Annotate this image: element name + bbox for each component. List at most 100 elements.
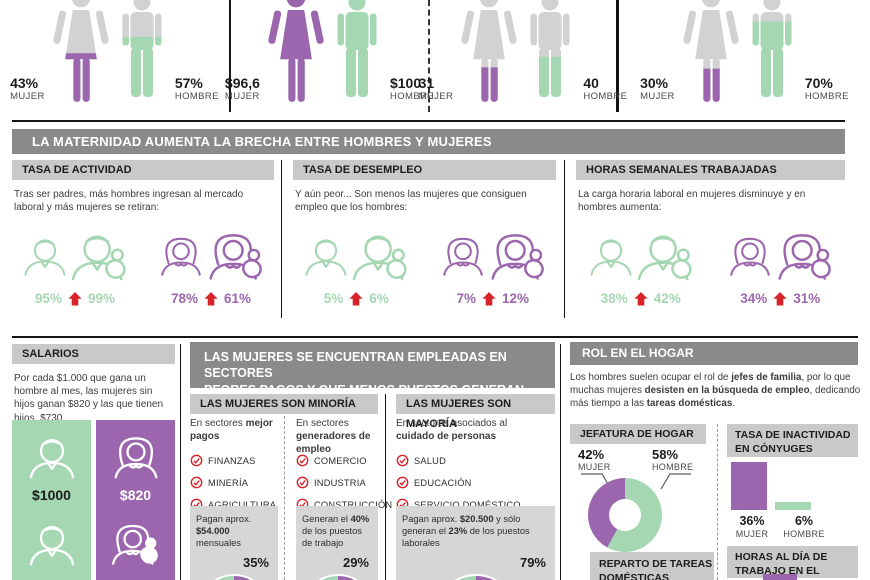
value-after: 42%: [653, 291, 681, 306]
man-icon: [24, 239, 66, 276]
value-before: 95%: [34, 291, 62, 306]
bar-value: 6%: [794, 514, 814, 528]
sector-label: FINANZAS: [208, 455, 256, 466]
stat-value: 70%: [804, 74, 833, 91]
male-figure-icon: [332, 0, 382, 104]
stat-value: $100: [389, 74, 422, 91]
maternity-col-desempleo: TASA DE DESEMPLEO Y aún peor... Son meno…: [293, 160, 556, 306]
note-span: Pagan aprox.: [402, 514, 460, 524]
salary-card-male: $1000: [12, 420, 91, 580]
desc-span: Los hombres suelen ocupar el rol de: [570, 372, 732, 383]
value-after: 6%: [369, 291, 389, 306]
list-item: COMERCIO: [296, 454, 392, 467]
stat-value: 40: [583, 74, 599, 91]
woman-with-baby-icon: [206, 229, 266, 283]
female-figure-icon: [52, 0, 109, 104]
column-divider: [385, 394, 386, 580]
woman-icon: [161, 237, 201, 276]
note-bold: $54.000: [196, 526, 230, 537]
inactividad-bar-chart: [727, 462, 858, 510]
list-item: SALUD: [396, 454, 521, 467]
bar-value: 36%: [739, 514, 765, 528]
male-figure-icon: [747, 0, 797, 104]
woman-icon: [730, 237, 771, 276]
stat-label: MUJER: [224, 91, 260, 102]
value-before: 78%: [170, 291, 198, 306]
horas-line1: HORAS AL DÍA DE: [735, 551, 828, 563]
pie-percent-label: 35%: [242, 555, 269, 571]
inactividad-line1: TASA DE INACTIVIDAD: [735, 429, 851, 441]
sector-label: SALUD: [414, 455, 447, 466]
check-circle-icon: [296, 454, 309, 467]
donut-label-mujer: 42% MUJER: [578, 447, 611, 472]
column-divider: [180, 344, 181, 580]
sector-label: SERVICIO DOMÉSTICO: [414, 499, 521, 510]
note-bold: 40%: [350, 514, 370, 524]
male-stat-group: 95% 99%: [12, 223, 138, 306]
up-arrow-icon: [634, 291, 648, 305]
sector-label: MINERÍA: [208, 477, 249, 488]
salary-value: $820: [119, 487, 152, 503]
value-before: 7%: [456, 291, 476, 306]
desc-bold: desisten en la búsqueda de empleo: [644, 384, 810, 396]
intro-bold: cuidado de personas: [396, 431, 497, 442]
value-before: 5%: [323, 291, 344, 306]
horas-header: HORAS AL DÍA DE TRABAJO EN EL HOGAR: [727, 546, 858, 580]
stat-value: 30%: [640, 74, 669, 91]
column-divider-dotted: [284, 416, 285, 580]
list-item: CONSTRUCCIÓN: [296, 498, 392, 511]
check-circle-icon: [296, 476, 309, 489]
note-span: Pagan aprox.: [196, 514, 252, 524]
note-bold: $20.500: [459, 514, 494, 524]
value-after: 99%: [88, 291, 116, 306]
list-item: MINERÍA: [190, 476, 276, 489]
value-after: 31%: [793, 291, 821, 306]
col-header: HORAS SEMANALES TRABAJADAS: [576, 160, 845, 180]
minoria-header: LAS MUJERES SON MINORÍA: [190, 394, 378, 414]
col-description: Y aún peor... Son menos las mujeres que …: [295, 189, 527, 213]
stat-value: 31: [418, 74, 435, 91]
bar-mujer: [731, 462, 767, 510]
top-panel: $96,6 MUJER $100 HOMBRE: [225, 0, 434, 112]
list-item: INDUSTRIA: [296, 476, 392, 489]
male-stat: 40 HOMBRE: [583, 75, 627, 104]
list-item: EDUCACIÓN: [396, 476, 521, 489]
value-before: 38%: [600, 291, 628, 306]
salary-value: $1000: [32, 487, 71, 503]
male-figure-icon: [525, 0, 575, 104]
maternity-col-actividad: TASA DE ACTIVIDAD Tras ser padres, más h…: [12, 160, 274, 306]
female-figure-icon: [267, 0, 324, 104]
column-divider: [560, 344, 561, 580]
jefatura-donut-chart: [588, 478, 662, 552]
intro-text: En sectores: [190, 418, 246, 429]
note-text: Pagan aprox. $54.000 mensuales: [196, 513, 272, 549]
intro-bold: generadores de empleo: [296, 431, 371, 455]
stat-value: 43%: [10, 74, 39, 91]
check-circle-icon: [396, 454, 409, 467]
column-divider: [564, 160, 565, 318]
pie-chart: [302, 574, 374, 580]
donut-sublabel: HOMBRE: [652, 462, 694, 473]
check-circle-icon: [190, 476, 203, 489]
sector-intro: En sectores asociados al cuidado de pers…: [396, 417, 546, 443]
intro-bold: mejor pagos: [190, 418, 273, 442]
stat-label: HOMBRE: [174, 91, 219, 102]
list-item: FINANZAS: [190, 454, 276, 467]
sector-intro: En sectores generadores de empleo: [296, 417, 380, 456]
female-stat-group: 7% 12%: [430, 223, 557, 306]
pie-percent-label: 79%: [519, 555, 546, 571]
bar-sublabel: MUJER: [735, 528, 769, 539]
desc-bold: jefes de familia: [731, 372, 802, 383]
column-divider-dotted: [717, 424, 718, 580]
intro-text: En sectores asociados al: [396, 418, 508, 429]
list-item: AGRICULTURA: [190, 498, 276, 511]
col-header: TASA DE DESEMPLEO: [293, 160, 556, 180]
donut-value: 42%: [578, 447, 605, 462]
man-with-baby-icon: [636, 229, 696, 283]
sectores-title-line1: LAS MUJERES SE ENCUENTRAN EMPLEADAS EN S…: [204, 350, 507, 381]
note-span: y sólo generan el: [402, 514, 521, 537]
desc-span: , por lo que muchas mujeres: [570, 372, 851, 396]
mayoria-header: LAS MUJERES SON MAYORÍA: [396, 394, 555, 430]
male-stat: 57% HOMBRE: [175, 75, 219, 104]
sector-label: EDUCACIÓN: [414, 477, 472, 488]
